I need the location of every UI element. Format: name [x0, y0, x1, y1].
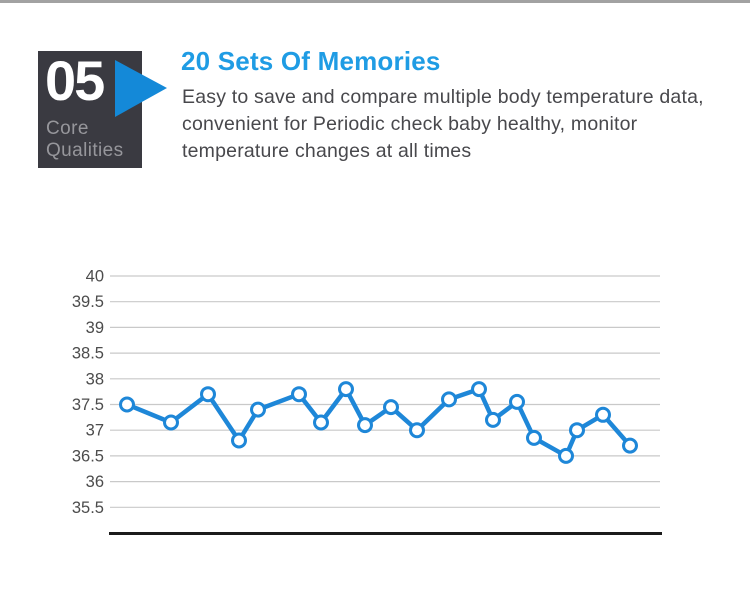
data-point-marker — [338, 381, 354, 398]
y-tick-label: 35.5 — [72, 499, 104, 517]
data-point-marker — [569, 422, 585, 439]
y-tick-label: 38 — [86, 370, 104, 388]
data-point-marker — [509, 393, 525, 410]
top-divider — [0, 0, 750, 3]
section-description: Easy to save and compare multiple body t… — [182, 84, 704, 165]
badge-number: 05 — [45, 49, 105, 112]
data-point-marker — [622, 437, 638, 454]
y-tick-label: 39 — [86, 319, 104, 337]
y-tick-label: 37 — [86, 422, 104, 440]
description-line-2: convenient for Periodic check baby healt… — [182, 113, 638, 135]
data-point-marker — [200, 386, 216, 403]
data-point-marker — [163, 414, 179, 431]
data-point-marker — [383, 399, 399, 416]
badge-label: Core Qualities — [46, 118, 124, 161]
data-point-marker — [119, 396, 135, 413]
y-tick-label: 36 — [86, 473, 104, 491]
data-point-marker — [485, 411, 501, 428]
y-tick-label: 38.5 — [72, 345, 104, 363]
description-line-1: Easy to save and compare multiple body t… — [182, 86, 704, 108]
data-point-marker — [357, 417, 373, 434]
data-point-marker — [250, 401, 266, 418]
data-point-marker — [313, 414, 329, 431]
badge-label-line-2: Qualities — [46, 139, 124, 161]
y-tick-label: 37.5 — [72, 396, 104, 414]
y-tick-label: 40 — [86, 268, 104, 286]
arrow-right-icon — [115, 60, 167, 117]
data-point-marker — [526, 429, 542, 446]
description-line-3: temperature changes at all times — [182, 140, 472, 162]
data-point-marker — [595, 406, 611, 423]
data-point-marker — [558, 447, 574, 464]
data-point-marker — [471, 381, 487, 398]
y-tick-label: 36.5 — [72, 447, 104, 465]
badge-label-line-1: Core — [46, 118, 89, 139]
data-point-marker — [291, 386, 307, 403]
y-tick-label: 39.5 — [72, 293, 104, 311]
data-point-marker — [231, 432, 247, 449]
data-point-marker — [409, 422, 425, 439]
section-title: 20 Sets Of Memories — [181, 46, 441, 76]
data-point-marker — [441, 391, 457, 408]
